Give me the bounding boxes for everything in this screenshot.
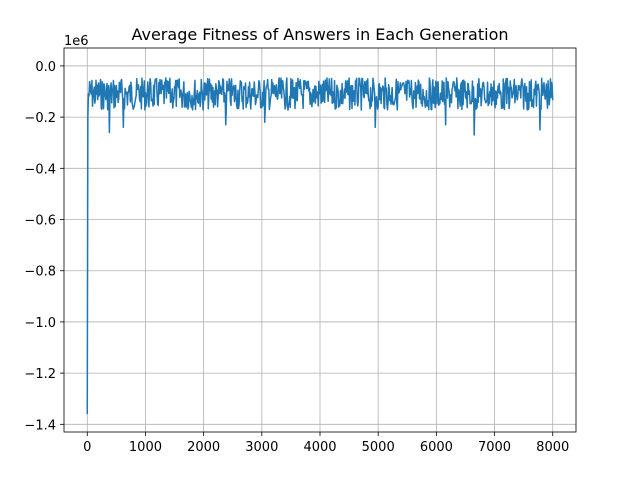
- y-tick-label: 0.0: [35, 60, 56, 75]
- x-tick-label: 1000: [129, 440, 162, 455]
- x-tick-label: 3000: [245, 440, 278, 455]
- series-line: [86, 77, 554, 415]
- y-tick-label: −0.8: [24, 265, 56, 280]
- y-tick-label: −1.0: [24, 316, 56, 331]
- y-tick-label: −0.2: [24, 111, 56, 126]
- y-tick-label: −0.4: [24, 162, 56, 177]
- x-tick-label: 0: [83, 440, 91, 455]
- tick-layer: 0 1000 2000 3000 4000 5000 6000 7000 8000 0.0 −0.2…: [24, 60, 569, 455]
- y-tick-label: −1.4: [24, 418, 56, 433]
- y-tick-label: −0.6: [24, 214, 56, 229]
- grid-layer: [64, 48, 576, 432]
- x-tick-label: 8000: [536, 440, 569, 455]
- x-tick-label: 7000: [478, 440, 511, 455]
- x-tick-label: 2000: [187, 440, 220, 455]
- x-tick-label: 4000: [303, 440, 336, 455]
- x-tick-label: 5000: [362, 440, 395, 455]
- chart-title: Average Fitness of Answers in Each Gener…: [131, 25, 508, 44]
- x-tick-label: 6000: [420, 440, 453, 455]
- y-tick-label: −1.2: [24, 367, 56, 382]
- data-layer: [86, 77, 554, 415]
- y-scale-offset-label: 1e6: [64, 34, 89, 49]
